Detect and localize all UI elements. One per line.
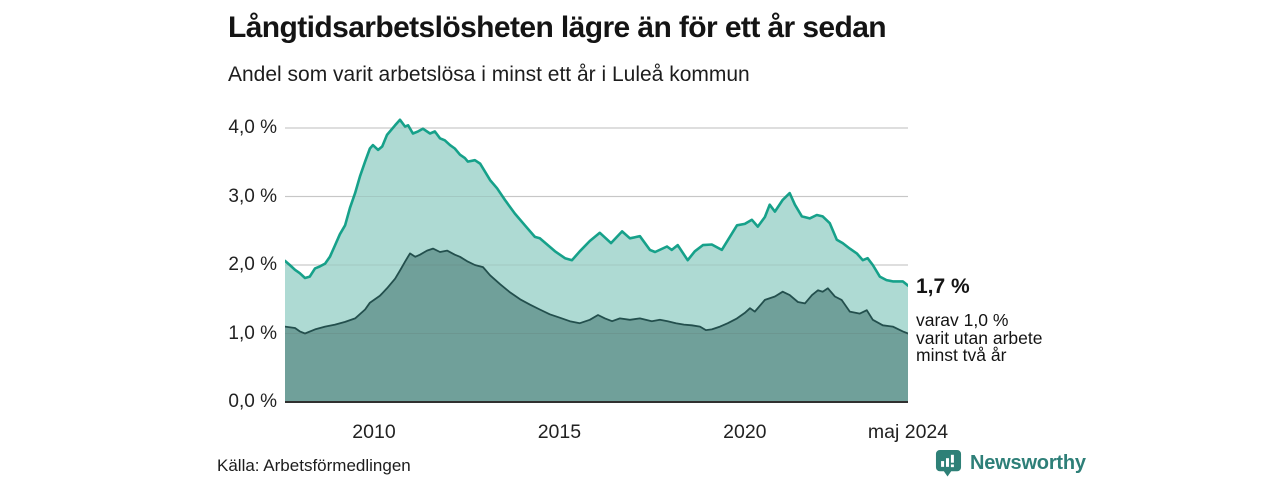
chart-plot-area <box>285 110 908 410</box>
x-tick-label-2010: 2010 <box>352 421 396 443</box>
page-title: Långtidsarbetslösheten lägre än för ett … <box>228 11 887 44</box>
annotation-detail: varav 1,0 % varit utan arbete minst två … <box>916 310 1043 365</box>
newsworthy-bubble-chart-icon <box>935 449 962 477</box>
newsworthy-logo: Newsworthy <box>935 449 1086 477</box>
area-chart <box>285 118 908 403</box>
annotation-detail-line: varav 1,0 % <box>916 310 1009 330</box>
chart-subtitle: Andel som varit arbetslösa i minst ett å… <box>228 63 750 86</box>
x-tick-label-2020: 2020 <box>723 421 767 443</box>
annotation-latest-value: 1,7 % <box>916 275 970 298</box>
y-tick-label-4: 4,0 % <box>228 117 277 138</box>
y-tick-label-2: 2,0 % <box>228 254 277 275</box>
y-tick-label-3: 3,0 % <box>228 185 277 207</box>
x-tick-label-maj-2024: maj 2024 <box>867 421 949 443</box>
y-tick-label-0: 0,0 % <box>228 391 277 412</box>
brand-name: Newsworthy <box>970 451 1086 474</box>
annotation-detail-line: minst två år <box>916 345 1007 365</box>
annotation-detail-line: varit utan arbete <box>916 327 1043 348</box>
source-note: Källa: Arbetsförmedlingen <box>217 456 411 475</box>
x-tick-label-2015: 2015 <box>537 421 582 443</box>
y-tick-label-1: 1,0 % <box>228 322 277 344</box>
